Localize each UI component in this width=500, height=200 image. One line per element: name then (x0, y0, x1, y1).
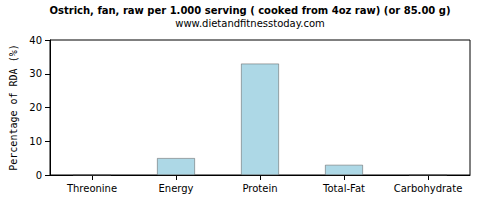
svg-text:Threonine: Threonine (66, 183, 117, 194)
svg-text:Percentage of RDA (%): Percentage of RDA (%) (8, 44, 19, 170)
svg-text:30: 30 (29, 68, 42, 79)
svg-text:Protein: Protein (242, 183, 277, 194)
svg-text:20: 20 (29, 102, 42, 113)
svg-text:Carbohydrate: Carbohydrate (394, 183, 463, 194)
svg-text:0: 0 (36, 170, 42, 181)
svg-text:40: 40 (29, 35, 42, 46)
svg-text:Total-Fat: Total-Fat (322, 183, 365, 194)
svg-text:Ostrich, fan, raw per 1.000 se: Ostrich, fan, raw per 1.000 serving ( co… (49, 5, 450, 16)
svg-text:www.dietandfitnesstoday.com: www.dietandfitnesstoday.com (175, 18, 324, 29)
svg-text:10: 10 (29, 136, 42, 147)
svg-text:Energy: Energy (158, 183, 193, 194)
